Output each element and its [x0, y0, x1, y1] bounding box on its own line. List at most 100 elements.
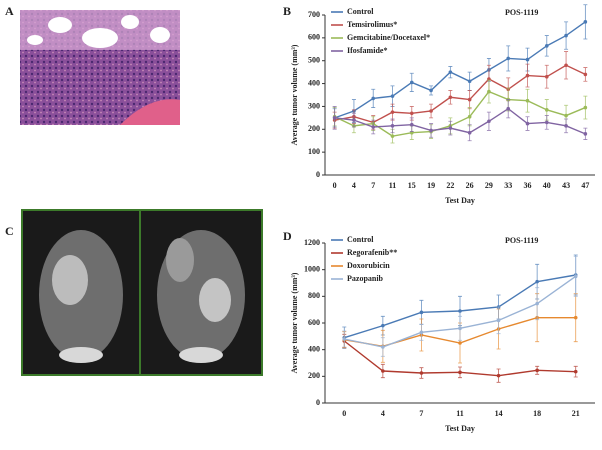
- data-point: [496, 318, 501, 323]
- y-tick-label: 400: [308, 344, 320, 353]
- data-point: [564, 63, 568, 68]
- y-tick-label: 0: [316, 170, 320, 179]
- annotation: POS-1119: [505, 236, 538, 245]
- x-tick-label: 18: [533, 409, 541, 418]
- panel-label: A: [5, 4, 14, 18]
- data-point: [448, 95, 453, 100]
- data-point: [332, 116, 337, 120]
- data-point: [429, 109, 433, 113]
- data-point: [525, 98, 530, 103]
- y-tick-label: 300: [308, 101, 320, 110]
- x-tick-label: 15: [408, 181, 416, 190]
- series-line: [334, 64, 586, 124]
- data-point: [564, 124, 568, 128]
- legend-label: Gemcitabine/Docetaxel*: [347, 33, 430, 42]
- data-point: [458, 309, 462, 313]
- data-point: [390, 124, 395, 128]
- data-point: [419, 330, 424, 335]
- legend-label: Temsirolimus*: [347, 20, 397, 29]
- legend-label: Control: [347, 235, 374, 244]
- y-tick-label: 600: [308, 318, 320, 327]
- x-tick-label: 19: [427, 181, 435, 190]
- legend-label: Pazopanib: [347, 274, 384, 283]
- x-tick-label: 4: [381, 409, 385, 418]
- data-point: [583, 20, 588, 24]
- x-tick-label: 40: [543, 181, 551, 190]
- data-point: [525, 73, 530, 78]
- x-tick-label: 36: [524, 181, 532, 190]
- data-point: [544, 120, 549, 125]
- data-point: [496, 373, 501, 378]
- y-tick-label: 700: [308, 10, 320, 19]
- y-axis-label: Average tumor volume (mm³): [290, 44, 299, 145]
- y-tick-label: 100: [308, 147, 320, 156]
- data-point: [467, 130, 472, 135]
- x-tick-label: 43: [562, 181, 570, 190]
- y-tick-label: 400: [308, 78, 320, 87]
- data-point: [467, 79, 472, 84]
- data-point: [458, 370, 462, 375]
- data-point: [371, 125, 376, 129]
- annotation: POS-1119: [505, 8, 538, 17]
- data-point: [573, 369, 578, 374]
- data-point: [409, 111, 414, 116]
- data-point: [583, 105, 588, 110]
- data-point: [535, 368, 539, 373]
- x-tick-label: 4: [352, 181, 356, 190]
- legend-label: Ifosfamide*: [347, 46, 387, 55]
- histology-image: [20, 10, 180, 125]
- data-point: [342, 337, 347, 341]
- legend-label: Doxorubicin: [347, 261, 390, 270]
- x-axis-label: Test Day: [445, 196, 475, 205]
- data-point: [583, 72, 588, 77]
- data-point: [535, 279, 539, 284]
- data-point: [419, 371, 424, 375]
- y-tick-label: 0: [316, 398, 320, 407]
- data-point: [573, 315, 578, 320]
- data-point: [448, 70, 453, 74]
- data-point: [564, 113, 568, 118]
- data-point: [487, 89, 491, 94]
- x-tick-label: 7: [419, 409, 423, 418]
- data-point: [544, 74, 549, 79]
- data-point: [409, 80, 414, 85]
- x-tick-label: 0: [342, 409, 346, 418]
- data-point: [544, 108, 549, 112]
- data-point: [525, 121, 530, 126]
- x-tick-label: 11: [456, 409, 464, 418]
- x-tick-label: 22: [446, 181, 454, 190]
- y-tick-label: 600: [308, 33, 320, 42]
- panel-label: B: [283, 4, 291, 18]
- x-tick-label: 47: [581, 181, 589, 190]
- panel-label: C: [5, 224, 14, 238]
- data-point: [381, 345, 385, 349]
- legend-label: Regorafenib**: [347, 248, 397, 257]
- data-point: [467, 97, 472, 102]
- data-point: [390, 110, 395, 114]
- data-point: [381, 369, 385, 373]
- y-tick-label: 1000: [304, 264, 320, 273]
- data-point: [467, 114, 472, 119]
- legend-label: Control: [347, 7, 374, 16]
- data-point: [429, 128, 433, 133]
- data-point: [506, 106, 511, 111]
- data-point: [583, 132, 588, 136]
- data-point: [390, 134, 395, 138]
- data-point: [419, 310, 424, 315]
- data-point: [381, 323, 385, 328]
- data-point: [535, 301, 539, 306]
- data-point: [458, 326, 462, 331]
- y-tick-label: 500: [308, 56, 320, 65]
- y-axis-label: Average tumor volume (mm³): [290, 272, 299, 373]
- x-tick-label: 33: [504, 181, 512, 190]
- x-tick-label: 7: [371, 181, 375, 190]
- data-point: [487, 119, 491, 124]
- series-line: [334, 107, 586, 135]
- x-tick-label: 11: [389, 181, 397, 190]
- data-point: [544, 44, 549, 48]
- data-point: [371, 96, 376, 101]
- data-point: [409, 122, 414, 127]
- x-tick-label: 21: [572, 409, 580, 418]
- panel-label: D: [283, 229, 292, 243]
